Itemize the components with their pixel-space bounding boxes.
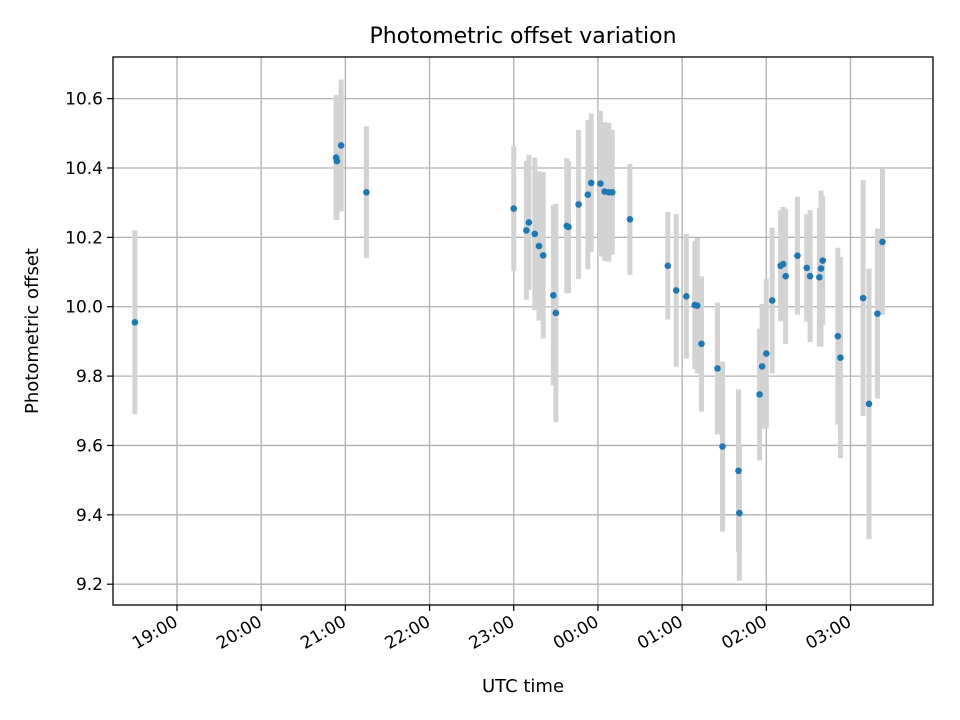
data-point: [531, 230, 539, 238]
data-point: [552, 309, 560, 317]
y-tick-label: 10.4: [65, 159, 103, 179]
data-point: [575, 201, 582, 208]
x-axis-label: UTC time: [482, 676, 564, 697]
chart-title: Photometric offset variation: [369, 24, 676, 49]
data-point: [763, 350, 770, 357]
data-point: [735, 467, 742, 475]
data-point: [539, 252, 547, 259]
data-point: [719, 443, 726, 450]
data-point: [683, 293, 690, 300]
data-point: [714, 365, 721, 372]
data-point: [874, 310, 881, 317]
data-point: [333, 157, 341, 165]
data-point: [865, 400, 873, 408]
data-point: [859, 294, 867, 302]
data-point: [363, 188, 370, 196]
data-point: [803, 264, 811, 272]
data-point: [768, 297, 776, 304]
data-point: [816, 273, 823, 281]
data-point: [672, 287, 680, 294]
data-point: [565, 223, 572, 231]
data-point: [693, 302, 701, 309]
data-point: [597, 180, 604, 187]
data-point: [736, 509, 743, 517]
data-point: [550, 291, 557, 299]
y-tick-label: 9.4: [76, 506, 103, 526]
data-point: [758, 363, 766, 370]
data-point: [510, 205, 518, 212]
data-point: [834, 332, 842, 340]
data-point: [698, 340, 705, 348]
plot-frame: [112, 56, 934, 606]
y-tick-label: 10.6: [65, 90, 103, 110]
y-tick-label: 9.6: [76, 436, 103, 456]
data-point: [779, 260, 787, 268]
data-point: [584, 191, 592, 198]
data-point: [794, 252, 801, 260]
data-point: [337, 142, 345, 149]
data-point: [664, 262, 672, 270]
data-point: [523, 227, 530, 234]
data-point: [626, 216, 634, 223]
data-point: [535, 242, 543, 250]
y-tick-label: 9.2: [76, 575, 103, 595]
data-point: [782, 272, 789, 280]
data-point: [608, 188, 616, 196]
y-tick-label: 9.8: [76, 367, 103, 387]
data-point: [817, 265, 825, 272]
data-point: [756, 391, 763, 398]
data-point: [525, 219, 533, 226]
data-point: [837, 354, 844, 362]
data-point: [819, 257, 827, 264]
data-point: [131, 319, 139, 326]
y-tick-label: 10.0: [65, 298, 103, 318]
data-point: [587, 179, 595, 187]
data-point: [879, 238, 886, 246]
data-point: [806, 272, 814, 280]
y-tick-label: 10.2: [65, 228, 103, 248]
y-axis-label: Photometric offset: [22, 248, 43, 414]
data-points: [131, 142, 886, 517]
